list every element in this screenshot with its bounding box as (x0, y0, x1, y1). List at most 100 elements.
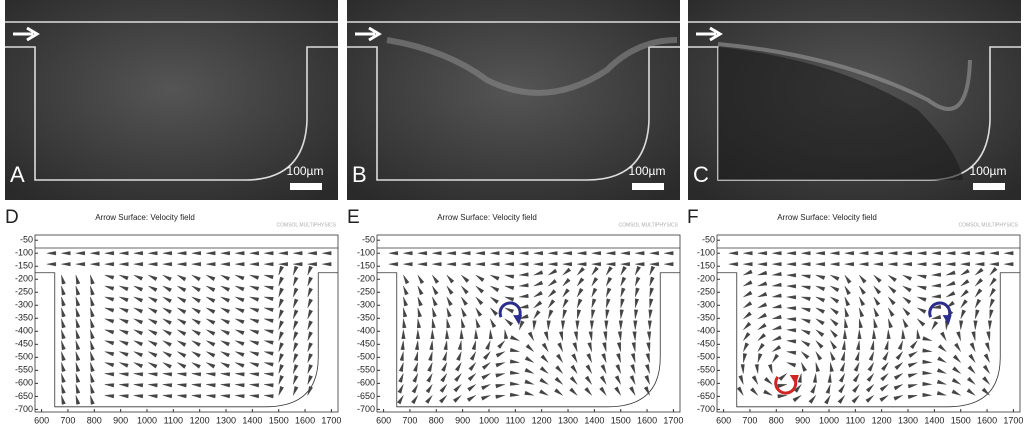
velocity-arrow (524, 356, 534, 363)
x-tick-label: 600 (716, 415, 731, 425)
velocity-arrow (757, 323, 767, 330)
velocity-arrow (844, 262, 854, 267)
velocity-arrow (388, 251, 399, 256)
y-tick-label: -700 (357, 404, 375, 414)
velocity-arrow (293, 375, 299, 385)
velocity-arrow (415, 329, 421, 339)
velocity-arrow (249, 329, 260, 335)
velocity-arrow (575, 320, 580, 330)
velocity-arrow (278, 331, 284, 341)
velocity-arrow (858, 318, 863, 329)
velocity-arrow (644, 375, 650, 385)
velocity-arrow (119, 285, 129, 292)
velocity-arrow (893, 373, 903, 381)
velocity-arrow (772, 271, 782, 276)
velocity-arrow (467, 384, 476, 392)
velocity-arrow (989, 251, 999, 256)
velocity-arrow (264, 285, 274, 291)
velocity-arrow (649, 298, 654, 308)
velocity-arrow (540, 354, 549, 363)
velocity-arrow (191, 394, 202, 399)
velocity-arrow (519, 262, 529, 267)
y-tick-label: -400 (697, 326, 715, 336)
velocity-arrow (620, 262, 630, 267)
velocity-arrow (475, 251, 486, 256)
velocity-arrow (119, 251, 129, 256)
velocity-arrow (871, 329, 877, 340)
velocity-arrow (777, 394, 787, 399)
velocity-arrow (430, 329, 435, 339)
velocity-arrow (757, 270, 768, 276)
velocity-arrow (873, 285, 882, 295)
velocity-arrow (104, 340, 115, 346)
velocity-arrow (917, 251, 927, 256)
velocity-arrow (801, 296, 811, 302)
velocity-arrow (191, 383, 202, 388)
velocity-arrow (432, 296, 438, 307)
velocity-arrow (606, 298, 611, 308)
velocity-arrow (162, 296, 172, 304)
x-tick-label: 1400 (924, 415, 944, 425)
velocity-arrow (922, 359, 932, 364)
velocity-arrow (206, 251, 216, 256)
velocity-arrow (632, 331, 637, 341)
velocity-arrow (467, 373, 476, 382)
velocity-arrow (562, 262, 572, 267)
velocity-arrow (249, 251, 259, 256)
velocity-arrow (873, 318, 878, 329)
scale-bar (973, 183, 1005, 190)
velocity-arrow (471, 340, 477, 351)
velocity-arrow (987, 320, 992, 330)
velocity-arrow (264, 274, 274, 280)
velocity-arrow (75, 262, 86, 267)
velocity-arrow (75, 251, 86, 256)
velocity-arrow (902, 285, 912, 293)
velocity-arrow (519, 304, 529, 309)
velocity-arrow (191, 251, 201, 256)
plot-title: Arrow Surface: Velocity field (95, 213, 195, 222)
velocity-arrow (446, 274, 455, 284)
velocity-arrow (264, 296, 274, 302)
velocity-arrow (461, 262, 471, 267)
velocity-arrow (162, 307, 172, 315)
velocity-arrow (293, 262, 303, 267)
velocity-arrow (827, 373, 832, 383)
velocity-arrow (426, 373, 433, 383)
velocity-arrow (235, 329, 245, 336)
velocity-arrow (504, 296, 515, 302)
velocity-arrow (495, 394, 505, 399)
velocity-arrow (490, 274, 500, 281)
velocity-arrow (468, 362, 476, 372)
velocity-arrow (922, 392, 932, 398)
velocity-arrow (278, 386, 284, 396)
velocity-arrow (104, 362, 115, 368)
y-tick-label: -350 (357, 313, 375, 323)
panel-label: C (693, 162, 709, 187)
velocity-arrow (815, 296, 826, 303)
velocity-arrow (264, 318, 274, 323)
velocity-arrow (830, 351, 836, 361)
velocity-arrow (90, 362, 95, 372)
velocity-arrow (220, 285, 230, 292)
velocity-arrow (757, 342, 765, 352)
x-tick-label: 1300 (216, 415, 236, 425)
velocity-arrow (148, 296, 158, 303)
velocity-arrow (844, 318, 849, 329)
velocity-arrow (220, 296, 230, 303)
velocity-arrow (533, 290, 543, 298)
velocity-arrow (425, 384, 433, 394)
velocity-arrow (743, 353, 748, 363)
x-tick-label: 1100 (506, 415, 525, 425)
velocity-arrow (525, 343, 534, 352)
velocity-arrow (293, 298, 299, 308)
velocity-arrow (882, 351, 889, 361)
velocity-arrow (148, 285, 158, 292)
velocity-arrow (888, 274, 897, 283)
velocity-arrow (606, 287, 612, 298)
velocity-arrow (162, 262, 172, 267)
velocity-arrow (922, 336, 932, 341)
rotation-arrow (498, 301, 522, 321)
velocity-arrow (867, 362, 874, 372)
x-tick-label: 1400 (584, 415, 604, 425)
velocity-arrow (446, 318, 451, 329)
